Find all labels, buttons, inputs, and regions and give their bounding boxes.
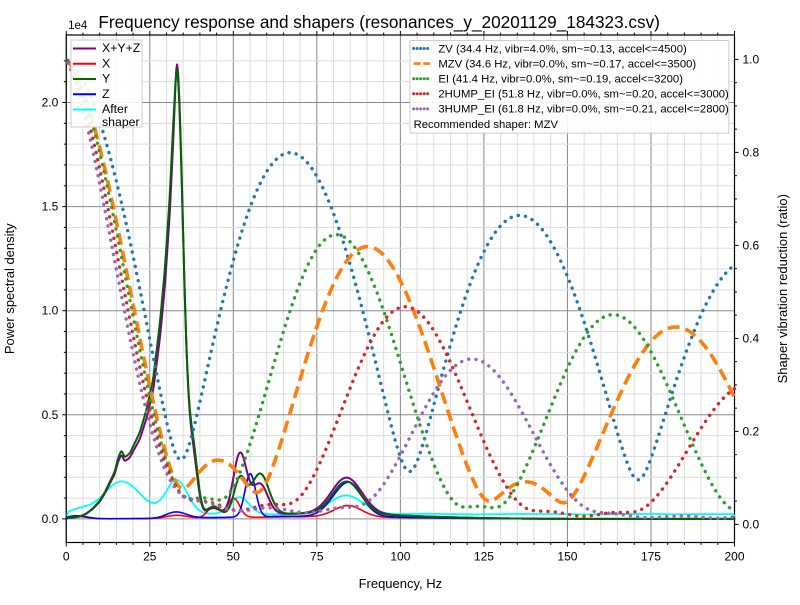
svg-text:Z: Z <box>102 87 110 101</box>
svg-text:100: 100 <box>390 550 410 564</box>
svg-text:1.5: 1.5 <box>42 200 59 214</box>
svg-text:0.6: 0.6 <box>743 238 760 252</box>
svg-text:MZV (34.6 Hz, vibr=0.0%, sm~=0: MZV (34.6 Hz, vibr=0.0%, sm~=0.17, accel… <box>438 58 696 70</box>
svg-text:Frequency, Hz: Frequency, Hz <box>359 576 443 591</box>
svg-text:0: 0 <box>63 550 70 564</box>
svg-text:X: X <box>102 56 110 70</box>
svg-text:200: 200 <box>724 550 744 564</box>
svg-text:2HUMP_EI (51.8 Hz, vibr=0.0%,: 2HUMP_EI (51.8 Hz, vibr=0.0%, sm~=0.20, … <box>438 89 729 101</box>
svg-text:0.8: 0.8 <box>743 145 760 159</box>
svg-text:X+Y+Z: X+Y+Z <box>102 41 141 55</box>
svg-text:0.0: 0.0 <box>42 512 59 526</box>
svg-text:25: 25 <box>143 550 157 564</box>
svg-text:0.2: 0.2 <box>743 424 760 438</box>
svg-text:1e4: 1e4 <box>68 20 88 32</box>
svg-text:0.5: 0.5 <box>42 408 59 422</box>
svg-text:After: After <box>102 102 128 116</box>
svg-text:EI (41.4 Hz, vibr=0.0%, sm~=0.: EI (41.4 Hz, vibr=0.0%, sm~=0.19, accel<… <box>438 74 683 86</box>
svg-text:2.0: 2.0 <box>42 96 59 110</box>
svg-text:175: 175 <box>641 550 661 564</box>
svg-text:125: 125 <box>474 550 494 564</box>
svg-text:Recommended shaper: MZV: Recommended shaper: MZV <box>414 119 559 131</box>
svg-text:75: 75 <box>310 550 324 564</box>
svg-text:1.0: 1.0 <box>743 52 760 66</box>
svg-text:0.4: 0.4 <box>743 331 760 345</box>
svg-text:3HUMP_EI (61.8 Hz, vibr=0.0%,: 3HUMP_EI (61.8 Hz, vibr=0.0%, sm~=0.21, … <box>438 104 729 116</box>
svg-text:Power spectral density: Power spectral density <box>2 223 17 354</box>
svg-text:150: 150 <box>557 550 577 564</box>
svg-text:ZV (34.4 Hz, vibr=4.0%, sm~=0.: ZV (34.4 Hz, vibr=4.0%, sm~=0.13, accel<… <box>438 43 687 55</box>
svg-text:Y: Y <box>102 72 110 86</box>
svg-text:Frequency response and shapers: Frequency response and shapers (resonanc… <box>98 12 660 32</box>
svg-text:50: 50 <box>227 550 241 564</box>
svg-text:1.0: 1.0 <box>42 304 59 318</box>
svg-text:Shaper vibration reduction (ra: Shaper vibration reduction (ratio) <box>775 194 790 383</box>
svg-text:shaper: shaper <box>102 115 140 129</box>
svg-text:0.0: 0.0 <box>743 517 760 531</box>
